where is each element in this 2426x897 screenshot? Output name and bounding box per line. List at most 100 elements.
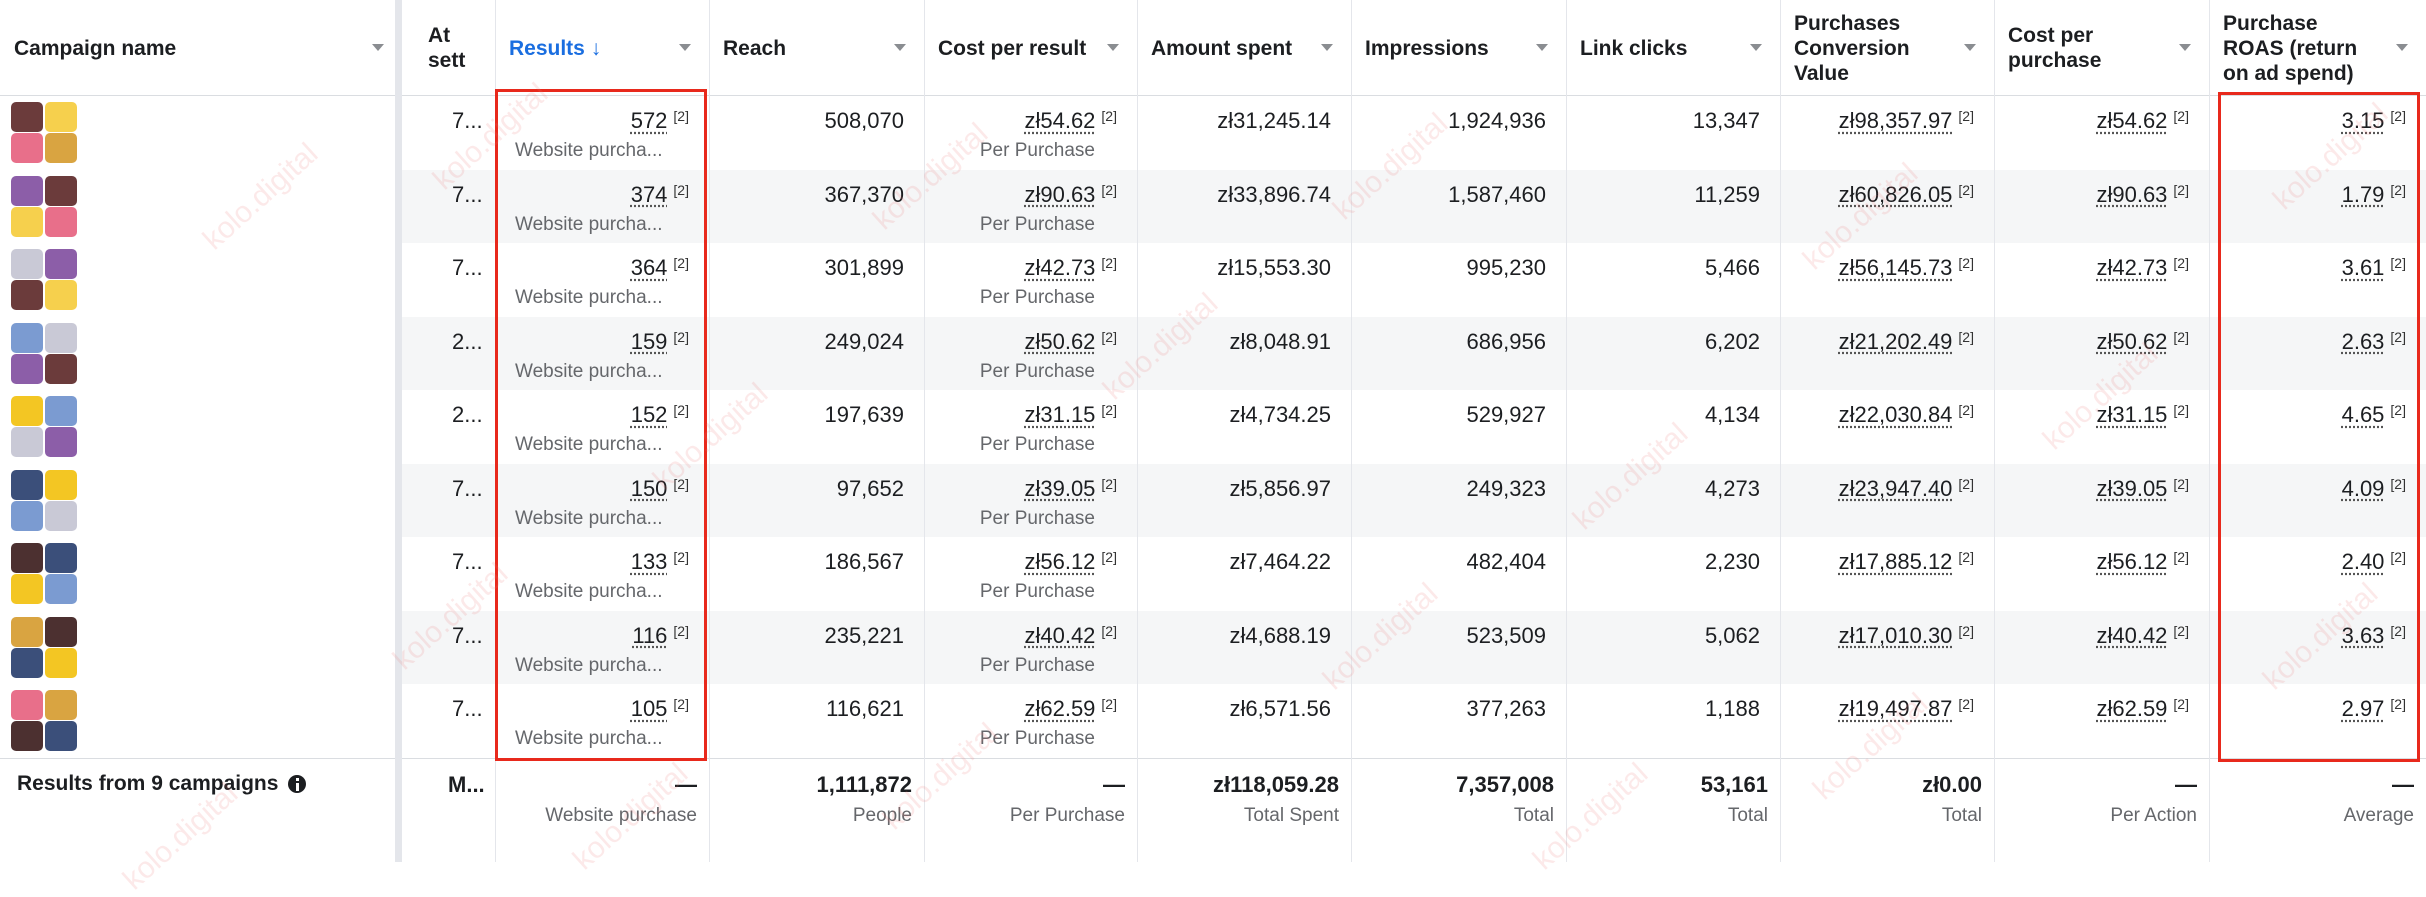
footnote: [2] xyxy=(1101,108,1117,124)
value: 197,639 xyxy=(824,402,904,427)
column-header[interactable]: Purchases Conversion Value xyxy=(1794,11,1910,85)
value: zł56.12 xyxy=(2096,549,2168,574)
cell-value: zł90.63 [2] xyxy=(1024,182,1117,208)
cell-value: zł98,357.97 [2] xyxy=(1839,108,1974,134)
value: 13,347 xyxy=(1692,108,1760,133)
thumbnail xyxy=(11,322,43,353)
value: zł39.05 xyxy=(1024,475,1096,501)
cell-value: zł33,896.74 xyxy=(1217,182,1331,208)
value: zł31.15 xyxy=(2096,402,2168,427)
value: 2.63 xyxy=(2341,328,2385,354)
value: zł31,245.14 xyxy=(1217,108,1331,133)
cell-value: zł19,497.87 [2] xyxy=(1839,696,1974,722)
value: 249,024 xyxy=(824,328,904,354)
footnote: [2] xyxy=(1101,475,1117,492)
column-header[interactable]: Reach xyxy=(723,36,787,60)
footnote: [2] xyxy=(2390,255,2406,271)
thumbnail xyxy=(45,543,77,573)
footnote: [2] xyxy=(673,622,689,639)
value: zł7,464.22 xyxy=(1229,549,1331,574)
cell-value: 374 [2] xyxy=(631,182,689,208)
column-header[interactable]: At sett xyxy=(428,24,466,72)
cell-value: zł4,734.25 xyxy=(1229,402,1331,428)
footnote: [2] xyxy=(1101,181,1117,198)
footnote: [2] xyxy=(2390,181,2406,198)
cell-value: zł42.73 [2] xyxy=(2096,255,2189,281)
value: 1,587,460 xyxy=(1448,181,1546,207)
sort-caret xyxy=(679,44,691,51)
value: zł4,734.25 xyxy=(1229,402,1331,427)
value: zł42.73 xyxy=(1024,255,1096,280)
value: 523,509 xyxy=(1466,622,1546,648)
value: 249,323 xyxy=(1466,475,1546,501)
footnote: [2] xyxy=(2173,108,2189,124)
thumbnail xyxy=(45,469,77,500)
value: 2,230 xyxy=(1704,549,1760,574)
thumbnail xyxy=(45,616,77,647)
column-header[interactable]: Campaign name xyxy=(14,36,177,60)
cell-value: zł62.59 [2] xyxy=(2096,696,2189,722)
thumbnail xyxy=(45,690,77,720)
cell-value: zł31.15 [2] xyxy=(1024,402,1117,428)
footnote: [2] xyxy=(673,108,689,124)
thumbnail xyxy=(11,647,43,678)
cell-sublabel: Website purcha... xyxy=(515,287,663,308)
sort-caret xyxy=(1321,44,1333,51)
cell-value: 364 [2] xyxy=(631,255,689,281)
value: 482,404 xyxy=(1466,549,1546,574)
thumbnail xyxy=(45,322,77,353)
column-header[interactable]: Purchase ROAS (return on ad spend) xyxy=(2223,11,2358,85)
column-border xyxy=(1351,0,1352,862)
column-header[interactable]: Amount spent xyxy=(1151,36,1293,60)
cell-value: zł60,826.05 [2] xyxy=(1839,182,1974,208)
thumbnail xyxy=(45,647,77,678)
column-header[interactable]: Cost per result xyxy=(938,36,1087,60)
cell-value: 482,404 xyxy=(1466,549,1546,575)
column-header[interactable]: Cost per purchase xyxy=(2008,24,2102,72)
attribution-cell: 7... xyxy=(452,181,483,207)
cell-value: zł31,245.14 xyxy=(1217,108,1331,134)
cell-value: 6,202 xyxy=(1705,329,1760,355)
thumbnail xyxy=(45,175,77,206)
attribution-cell: 7... xyxy=(452,696,483,721)
value: zł8,048.91 xyxy=(1229,328,1331,354)
value: zł62.59 xyxy=(2096,696,2168,721)
footnote: [2] xyxy=(673,255,689,271)
row-stripe xyxy=(402,169,2426,243)
column-header[interactable]: Link clicks xyxy=(1580,36,1688,60)
value: 572 xyxy=(630,108,668,133)
cell-value: 4,273 xyxy=(1705,476,1760,502)
info-icon-dot xyxy=(296,777,299,781)
footer-sublabel: Average xyxy=(2343,804,2414,826)
footnote: [2] xyxy=(2173,328,2189,345)
footer-value: zł118,059.28 xyxy=(1212,771,1339,797)
value: 2.40 xyxy=(2341,549,2385,574)
footer-value: — xyxy=(1103,771,1125,797)
cell-value: 97,652 xyxy=(837,476,904,502)
cell-sublabel: Website purcha... xyxy=(515,360,663,382)
footnote: [2] xyxy=(2390,108,2406,124)
footnote: [2] xyxy=(1958,475,1974,492)
cell-value: zł6,571.56 xyxy=(1229,696,1331,722)
header-border xyxy=(0,95,2426,96)
value: zł62.59 xyxy=(1024,696,1096,721)
cell-sublabel: Per Purchase xyxy=(979,654,1095,676)
cell-value: 116,621 xyxy=(826,696,904,722)
value: zł21,202.49 xyxy=(1838,328,1953,354)
footnote: [2] xyxy=(1101,328,1117,345)
value: zł98,357.97 xyxy=(1838,108,1953,133)
value: zł90.63 xyxy=(1024,181,1096,207)
thumbnail xyxy=(45,133,77,163)
footnote: [2] xyxy=(1958,622,1974,639)
footnote: [2] xyxy=(2173,181,2189,198)
value: 364 xyxy=(630,255,668,280)
thumbnail xyxy=(11,721,43,751)
cell-value: zł5,856.97 xyxy=(1229,476,1331,502)
cell-value: 301,899 xyxy=(824,255,904,281)
footnote: [2] xyxy=(2390,328,2406,345)
column-header[interactable]: Impressions xyxy=(1365,36,1489,60)
column-header[interactable]: Results ↓ xyxy=(509,36,602,60)
value: 1,924,936 xyxy=(1448,108,1546,133)
attribution-cell: 7... xyxy=(452,622,483,648)
